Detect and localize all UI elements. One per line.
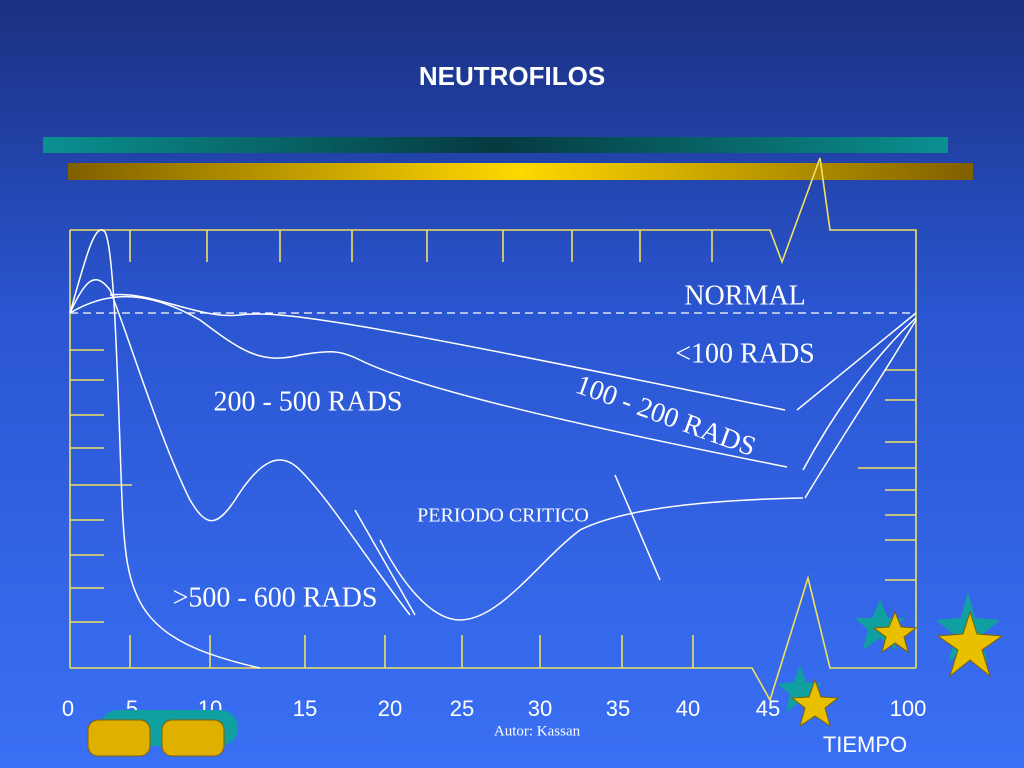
x-tick-label: 25 xyxy=(450,696,474,721)
x-tick-label: 45 xyxy=(756,696,780,721)
x-tick-label: 100 xyxy=(890,696,927,721)
label-200-500: 200 - 500 RADS xyxy=(213,386,402,417)
x-tick-label: 35 xyxy=(606,696,630,721)
gold-bar xyxy=(68,163,973,180)
title: NEUTROFILOS xyxy=(419,61,605,91)
next-button[interactable] xyxy=(161,719,225,757)
x-tick-label: 30 xyxy=(528,696,552,721)
x-tick-label: 40 xyxy=(676,696,700,721)
x-axis-title: TIEMPO xyxy=(823,732,907,757)
nav-buttons xyxy=(87,710,238,757)
x-tick-label: 20 xyxy=(378,696,402,721)
author: Autor: Kassan xyxy=(494,723,581,739)
label-normal: NORMAL xyxy=(684,280,805,311)
x-tick-label: 0 xyxy=(62,696,74,721)
chart-frame xyxy=(69,157,917,703)
label-500-600: >500 - 600 RADS xyxy=(173,582,378,613)
x-tick-label: 15 xyxy=(293,696,317,721)
label-under-100: <100 RADS xyxy=(675,338,814,369)
label-critical: PERIODO CRITICO xyxy=(417,505,589,527)
teal-bar xyxy=(43,137,948,153)
curves xyxy=(69,229,917,669)
prev-button[interactable] xyxy=(87,719,151,757)
stars xyxy=(778,592,1004,728)
